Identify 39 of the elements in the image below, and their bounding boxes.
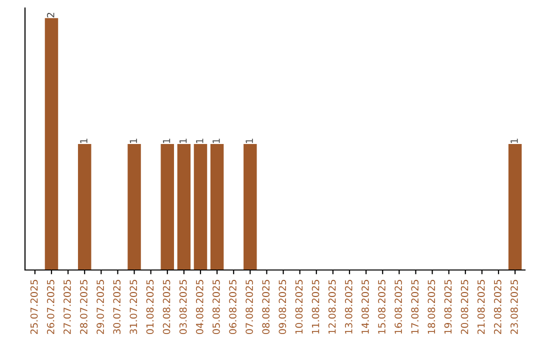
x-tick-label: 01.08.2025 [146,280,154,334]
x-tick-label: 09.08.2025 [278,280,286,334]
data-label: 1 [510,138,518,143]
x-tick-label: 04.08.2025 [196,280,204,334]
data-label: 1 [80,138,88,143]
x-tick-label: 03.08.2025 [179,280,187,334]
data-label: 1 [180,138,187,143]
x-tick-label: 10.08.2025 [295,280,303,334]
x-tick-label: 07.08.2025 [246,280,253,334]
data-label: 1 [212,138,220,143]
x-tick-label: 02.08.2025 [162,280,170,334]
x-tick-label: 20.08.2025 [460,280,468,334]
x-tick-label: 31.07.2025 [130,280,138,334]
x-tick-label: 12.08.2025 [328,280,336,334]
x-tick-label: 26.07.2025 [46,280,54,334]
x-tick-label: 25.07.2025 [30,280,38,334]
x-tick-label: 28.07.2025 [80,280,88,334]
x-tick-label: 08.08.2025 [262,280,270,334]
x-tick-label: 30.07.2025 [113,280,121,334]
x-tick-label: 05.08.2025 [212,280,220,334]
x-tick-label: 15.08.2025 [378,280,386,334]
x-tick-label: 11.08.2025 [312,280,320,334]
x-tick-label: 19.08.2025 [444,280,452,334]
x-tick-label: 23.08.2025 [510,280,518,334]
data-label: 1 [246,138,253,143]
x-tick-label: 18.08.2025 [428,280,436,334]
x-tick-label: 27.07.2025 [64,280,71,334]
x-tick-label: 29.07.2025 [96,280,104,334]
x-tick-label: 13.08.2025 [344,280,352,334]
x-tick-label: 22.08.2025 [494,280,502,334]
x-tick-label: 17.08.2025 [411,280,419,334]
x-tick-label: 06.08.2025 [229,280,236,334]
x-tick-label: 16.08.2025 [394,280,402,334]
data-label: 1 [130,138,137,143]
x-tick-label: 21.08.2025 [477,280,485,334]
data-label: 1 [162,138,170,143]
x-tick-label: 14.08.2025 [362,280,369,334]
data-label: 2 [46,12,54,18]
data-label: 1 [196,138,204,143]
